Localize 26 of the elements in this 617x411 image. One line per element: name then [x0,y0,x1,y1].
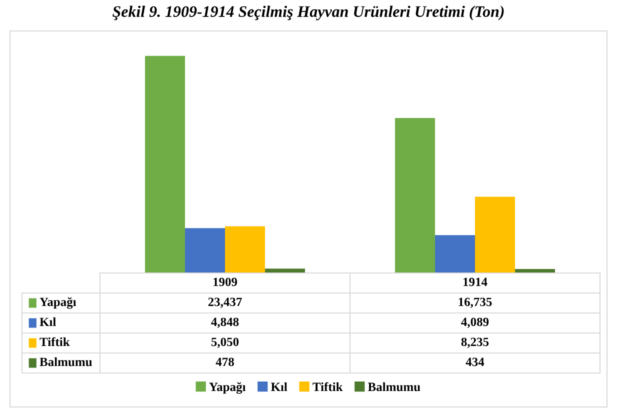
chart-title: Şekil 9. 1909-1914 Seçilmiş Hayvan Urünleri Uretimi (Ton) [112,6,504,20]
bar [225,226,265,273]
data-label: 4,848 [211,318,239,328]
text: Kıl [40,317,56,326]
text: Tiftik [40,337,70,346]
data-label: 8,235 [461,338,489,348]
bar [265,268,305,273]
bar [185,228,225,273]
bar [435,235,475,273]
x-tick-label: 1909 [214,278,238,286]
bar [145,56,185,273]
text: Balmumu [40,357,92,366]
bar [395,118,435,273]
data-label: 16,735 [458,298,492,308]
legend-label: Balmumu [368,382,420,392]
bar [475,196,515,273]
data-label: 434 [466,358,484,366]
data-label: 478 [216,358,234,366]
x-tick-label: 1914 [464,278,488,286]
data-label: 4,089 [461,318,489,328]
text: Yapağı [209,382,246,394]
legend-label: Yapağı [40,297,76,309]
legend-label: Tiftik [312,382,343,392]
legend-label: Kıl [270,382,288,391]
data-label: 23,437 [208,298,242,308]
data-label: 5,050 [211,338,239,348]
